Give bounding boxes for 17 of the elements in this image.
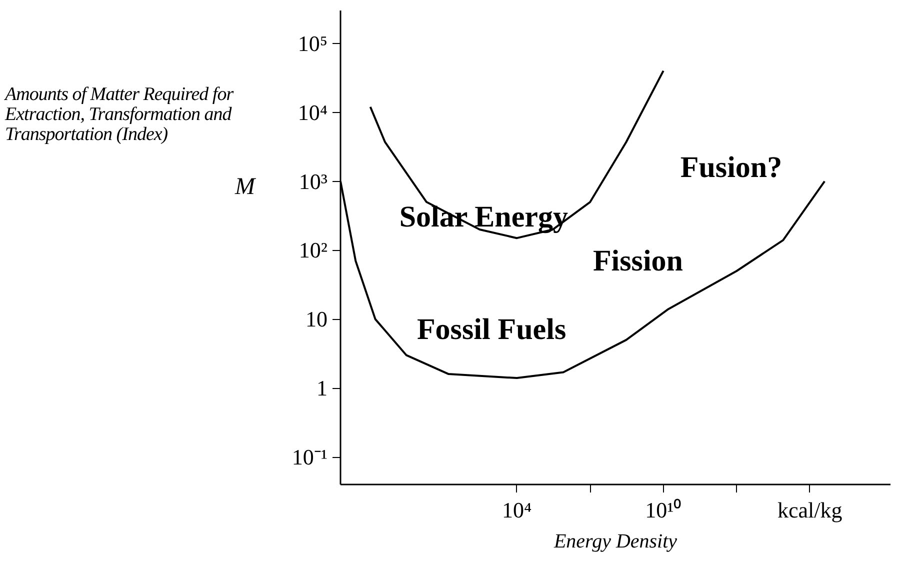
y-tick-label: 10⁴ [298, 100, 328, 125]
y-tick-label: 10⁵ [298, 30, 328, 56]
text: M [235, 172, 255, 202]
y-tick-label: 10² [298, 238, 328, 263]
x-axis-title: Energy Density [552, 530, 678, 552]
y-tick-label: 10⁻¹ [292, 444, 328, 470]
annotation: Fusion? [680, 150, 782, 184]
x-tick-label: 10⁴ [502, 498, 532, 522]
annotation: Solar Energy [399, 200, 568, 234]
y-tick-label: 1 [316, 376, 328, 401]
x-tick-label: kcal/kg [778, 498, 842, 522]
y-axis-title: Amounts of Matter Required for Extraction, Transformation and Transportation (Index) [5, 84, 235, 145]
annotation: Fossil Fuels [416, 313, 566, 346]
annotation: Fission [592, 244, 684, 278]
x-tick-label: 10¹⁰ [645, 498, 682, 522]
y-tick-label: 10³ [298, 168, 328, 194]
y-tick-label: 10 [306, 306, 328, 332]
